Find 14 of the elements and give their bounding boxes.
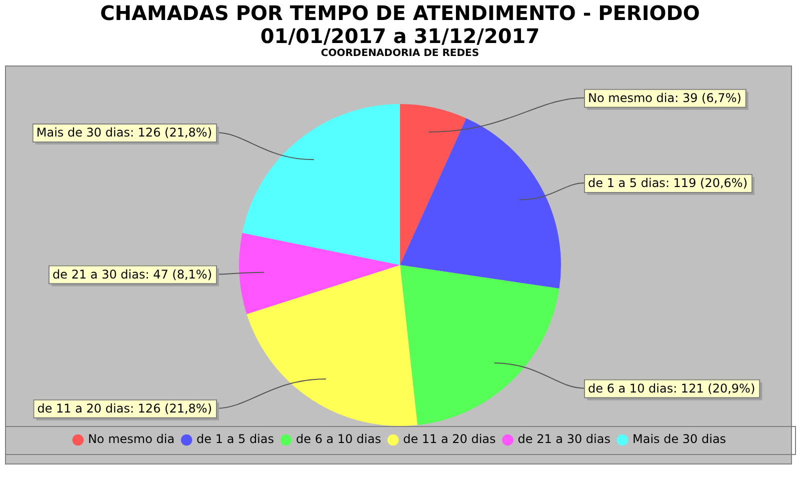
data-label: Mais de 30 dias: 126 (21,8%)	[36, 126, 212, 140]
legend-label: de 6 a 10 dias	[296, 432, 382, 446]
legend-label: de 11 a 20 dias	[403, 432, 496, 446]
data-label: de 11 a 20 dias: 126 (21,8%)	[37, 402, 212, 416]
data-label: No mesmo dia: 39 (6,7%)	[588, 90, 742, 105]
legend-label: Mais de 30 dias	[632, 432, 726, 446]
legend-label: de 21 a 30 dias	[518, 432, 610, 446]
data-label: de 21 a 30 dias: 47 (8,1%)	[52, 267, 212, 282]
chart-title: CHAMADAS POR TEMPO DE ATENDIMENTO - PERIODO 01/01/2017 a 31/12/2017	[100, 0, 700, 48]
data-label: de 6 a 10 dias: 121 (20,9%)	[588, 381, 756, 396]
legend-label: de 1 a 5 dias	[196, 432, 274, 446]
chart-subtitle: COORDENADORIA DE REDES	[320, 48, 480, 60]
legend-label: No mesmo dia	[88, 432, 175, 446]
data-label: de 1 a 5 dias: 119 (20,6%)	[588, 176, 748, 190]
